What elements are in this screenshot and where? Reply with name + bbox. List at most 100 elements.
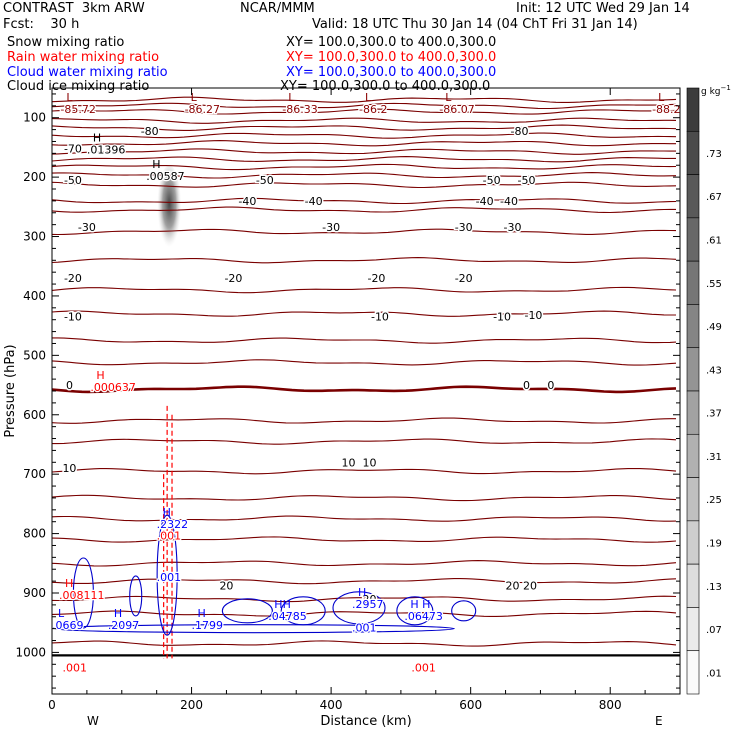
- x-tick-label: 200: [180, 698, 203, 712]
- temperature-contour-line: [52, 108, 677, 115]
- extremum-mark: H: [65, 577, 73, 590]
- temperature-contour-line: [52, 172, 677, 179]
- x-axis-title: Distance (km): [320, 714, 411, 729]
- init-time: Init: 12 UTC Wed 29 Jan 14: [516, 1, 690, 16]
- extremum-value: .001: [157, 571, 182, 584]
- y-tick-label: 200: [23, 170, 46, 184]
- colorbar-swatch: [686, 130, 700, 175]
- temperature-contour-line: [52, 578, 677, 585]
- contour-label: 20: [362, 593, 376, 606]
- cloud-water-field-xy: XY= 100.0,300.0 to 400.0,300.0: [286, 65, 497, 80]
- colorbar-tick-label: .43: [706, 365, 722, 376]
- temperature-contour-line: [52, 417, 676, 424]
- colorbar-tick-label: .07: [706, 625, 722, 636]
- temperature-contour-line: [52, 286, 677, 294]
- colorbar-tick-label: .19: [706, 539, 722, 550]
- colorbar-tick-label: .49: [706, 322, 722, 333]
- contour-label: 20: [523, 579, 537, 592]
- colorbar-tick-label: .37: [706, 409, 722, 420]
- colorbar-tick-label: .25: [706, 495, 722, 506]
- colorbar-swatch: [686, 304, 700, 349]
- contour-label: -10: [64, 311, 82, 324]
- extremum-value: .008111: [59, 589, 105, 602]
- contour-label: 20: [506, 579, 520, 592]
- y-tick-label: 400: [23, 289, 46, 303]
- contour-label: -80: [511, 125, 529, 138]
- contour-label: 10: [62, 462, 76, 475]
- contour-label: -70: [64, 143, 82, 156]
- y-tick-label: 300: [23, 230, 46, 244]
- extremum-value: -86.33: [282, 103, 317, 116]
- colorbar-swatch: [686, 520, 700, 565]
- contour-label: -30: [504, 221, 522, 234]
- contour-label: 0: [66, 379, 73, 392]
- contour-label: -40: [305, 195, 323, 208]
- contour-label: -10: [371, 311, 389, 324]
- contour-label: -20: [367, 272, 385, 285]
- colorbar-tick-label: .13: [706, 582, 722, 593]
- extremum-mark: H: [152, 158, 160, 171]
- extremum-mark: HH: [274, 598, 291, 611]
- temperature-contour-line: [52, 132, 677, 139]
- temperature-contour-line: [52, 640, 677, 647]
- x-tick-label: 600: [459, 698, 482, 712]
- contour-label: 10: [362, 456, 376, 469]
- x-tick-label: 800: [599, 698, 622, 712]
- extremum-value: .001: [157, 530, 182, 543]
- extremum-mark: L: [191, 91, 198, 104]
- temperature-contour-line: [52, 337, 677, 344]
- contour-label: -50: [518, 174, 536, 187]
- cloud-water-contour: [129, 575, 143, 617]
- contour-label: -20: [455, 272, 473, 285]
- cloud-water-contour: [451, 600, 477, 622]
- extremum-value: .2322: [157, 518, 189, 531]
- contour-label: -80: [141, 125, 159, 138]
- temperature-contour-line: [52, 595, 677, 603]
- temperature-contour-line: [52, 206, 676, 214]
- contour-label: 0: [547, 379, 554, 392]
- colorbar-swatch: [686, 347, 700, 392]
- temperature-contour-line: [52, 140, 676, 147]
- model-title: CONTRAST 3km ARW: [3, 1, 145, 16]
- cloud-water-contour: [221, 598, 273, 624]
- west-label: W: [87, 714, 99, 728]
- x-tick-label: 0: [48, 698, 56, 712]
- y-tick-label: 500: [23, 348, 46, 362]
- east-label: E: [655, 714, 663, 728]
- forecast-hour: Fcst: 30 h: [3, 17, 80, 32]
- extremum-mark: L: [66, 91, 73, 104]
- temperature-contour-line: [52, 515, 677, 522]
- colorbar-swatch: [686, 217, 700, 262]
- extremum-mark: H: [358, 586, 366, 599]
- temperature-contour-line: [52, 197, 677, 205]
- cloud-ice-field-label: Cloud ice mixing ratio: [7, 79, 150, 94]
- colorbar-swatch: [686, 433, 700, 478]
- colorbar-tick-label: .01: [706, 668, 722, 679]
- extremum-value: .00587: [146, 170, 185, 183]
- temperature-contour-line: [52, 102, 677, 110]
- contour-label: -10: [524, 309, 542, 322]
- extremum-mark: H: [96, 369, 104, 382]
- cloud-water-contour: [156, 514, 178, 636]
- extremum-value: .001: [62, 662, 87, 675]
- extremum-value: .06473: [404, 610, 443, 623]
- temperature-contour-line: [52, 117, 677, 124]
- colorbar-swatch: [686, 174, 700, 219]
- contour-label: -50: [256, 174, 274, 187]
- extremum-value: -88.2: [652, 103, 680, 116]
- extremum-value: .2957: [352, 598, 384, 611]
- contour-label: -40: [500, 195, 518, 208]
- extremum-value: -86.2: [359, 103, 387, 116]
- contour-label: -30: [78, 221, 96, 234]
- extremum-mark: L: [58, 607, 65, 620]
- extremum-value: -86.27: [185, 103, 220, 116]
- extremum-mark: H H: [410, 598, 430, 611]
- temperature-contour-line: [52, 228, 677, 236]
- contour-label: -50: [64, 174, 82, 187]
- cloud-water-field-label: Cloud water mixing ratio: [7, 65, 168, 80]
- temperature-contour-line: [52, 467, 677, 475]
- colorbar-unit: g kg−1: [701, 84, 731, 97]
- colorbar-swatch: [686, 477, 700, 522]
- extremum-mark: H: [114, 607, 122, 620]
